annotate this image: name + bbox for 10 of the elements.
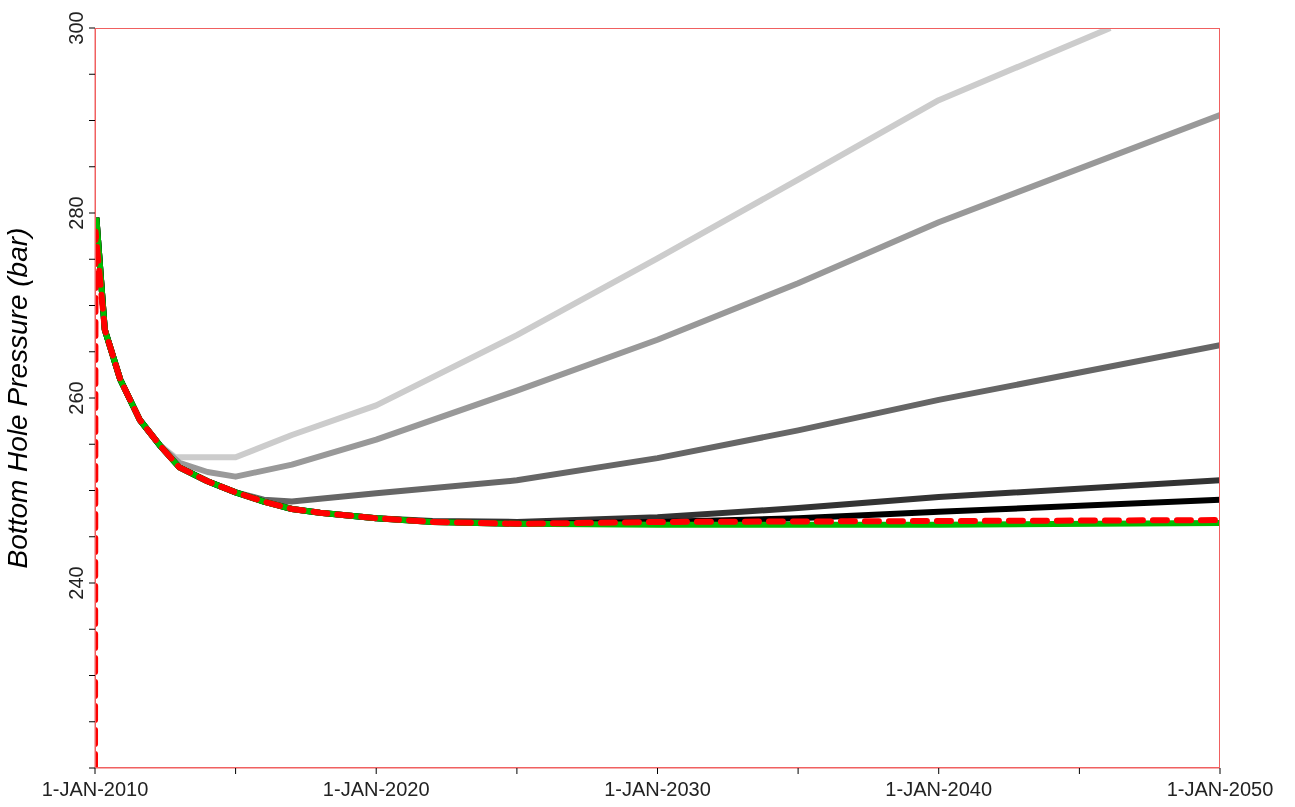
x-tick-label: 1-JAN-2030 xyxy=(604,778,711,800)
x-tick-label: 1-JAN-2020 xyxy=(322,778,430,800)
y-tick-label: 240 xyxy=(65,566,87,600)
x-tick-label: 1-JAN-2040 xyxy=(885,778,993,800)
x-tick-label: 1-JAN-2050 xyxy=(1166,778,1274,800)
y-axis-title: Bottom Hole Pressure (bar) xyxy=(1,227,33,569)
x-tick-label: 1-JAN-2010 xyxy=(41,778,149,800)
y-tick-label: 280 xyxy=(65,196,87,230)
y-tick-label: 260 xyxy=(65,381,87,415)
y-tick-label: 300 xyxy=(65,11,87,45)
